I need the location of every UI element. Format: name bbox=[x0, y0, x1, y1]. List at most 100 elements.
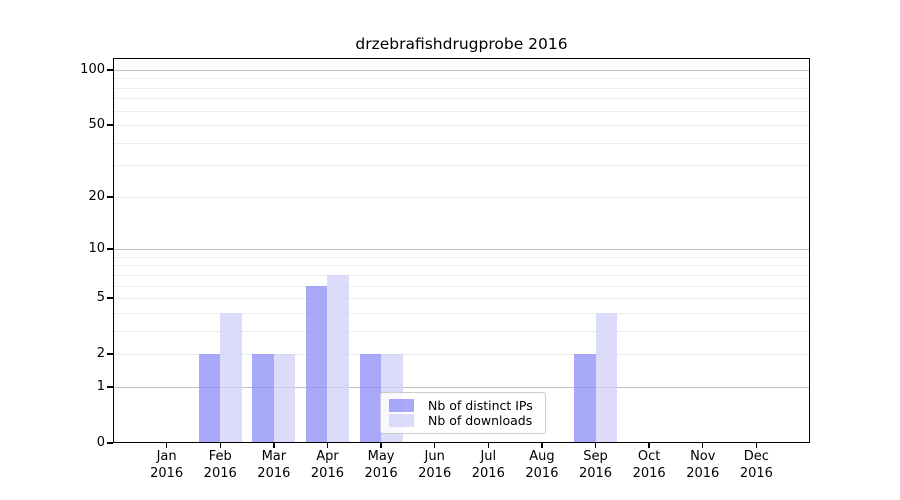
gridline-major bbox=[113, 386, 810, 388]
x-tick bbox=[702, 443, 704, 448]
x-tick-label-line: Dec bbox=[743, 449, 769, 464]
y-tick-label: 0 bbox=[96, 435, 105, 450]
gridline-minor bbox=[113, 265, 810, 267]
x-tick-label-line: 2016 bbox=[257, 465, 291, 481]
x-tick-label: Jul 2016 bbox=[456, 449, 520, 482]
x-tick-label-line: Jul bbox=[480, 449, 497, 464]
x-tick-label-line: 2016 bbox=[364, 465, 398, 481]
bar-distinct-ips-mar bbox=[252, 354, 274, 443]
x-tick-label-line: 2016 bbox=[310, 465, 344, 481]
x-tick bbox=[594, 443, 597, 448]
y-tick bbox=[106, 124, 113, 126]
x-tick bbox=[326, 443, 329, 448]
bar-distinct-ips-apr bbox=[305, 285, 328, 443]
x-tick-label-line: 2016 bbox=[578, 465, 613, 481]
x-tick-label-line: 2016 bbox=[632, 465, 666, 481]
x-tick-label-line: Mar bbox=[261, 449, 287, 464]
x-tick bbox=[648, 443, 650, 448]
x-tick-label-line: 2016 bbox=[471, 465, 505, 481]
x-tick-label-line: 2016 bbox=[525, 465, 559, 481]
y-tick bbox=[106, 196, 113, 198]
gridline-major bbox=[113, 69, 810, 71]
bar-downloads-sep bbox=[595, 312, 618, 443]
x-tick-label-line: Apr bbox=[316, 449, 339, 464]
x-tick bbox=[487, 443, 489, 448]
gridline-major bbox=[113, 249, 810, 251]
bar-distinct-ips-sep bbox=[574, 354, 596, 443]
x-tick-label-line: Feb bbox=[208, 449, 232, 464]
gridline-minor bbox=[113, 142, 810, 144]
gridline-minor bbox=[113, 285, 810, 287]
x-tick-label: Oct 2016 bbox=[617, 449, 681, 482]
x-tick-label: Dec 2016 bbox=[724, 449, 788, 482]
bar-downloads-feb bbox=[220, 312, 242, 443]
y-tick-label: 10 bbox=[88, 241, 105, 257]
x-tick-label: Feb 2016 bbox=[188, 449, 252, 482]
legend-swatch-downloads bbox=[389, 414, 414, 428]
gridline-minor bbox=[113, 110, 810, 112]
x-tick-label-line: 2016 bbox=[686, 465, 720, 481]
y-tick bbox=[106, 69, 113, 71]
gridline-minor bbox=[113, 165, 810, 167]
x-tick bbox=[755, 443, 758, 448]
x-tick-label: Apr 2016 bbox=[295, 449, 359, 482]
gridline-minor bbox=[113, 298, 810, 300]
bar-distinct-ips-feb bbox=[198, 354, 221, 443]
gridline-minor bbox=[113, 312, 810, 314]
bar-downloads-apr bbox=[327, 274, 349, 443]
x-tick-label: Sep 2016 bbox=[564, 449, 628, 482]
x-tick-label-line: 2016 bbox=[150, 465, 184, 481]
legend-swatch-distinct-ips bbox=[389, 398, 414, 412]
x-tick-label: Aug 2016 bbox=[510, 449, 574, 482]
gridline-minor bbox=[113, 98, 810, 100]
y-tick-label: 100 bbox=[80, 61, 105, 77]
x-tick-label-line: May bbox=[367, 449, 395, 464]
y-tick-label: 2 bbox=[96, 346, 105, 362]
legend: Nb of distinct IPs Nb of downloads bbox=[380, 392, 546, 434]
x-tick bbox=[380, 443, 382, 448]
gridline-minor bbox=[113, 330, 810, 332]
gridline-minor bbox=[113, 125, 810, 127]
x-tick-label-line: Nov bbox=[690, 449, 716, 464]
gridline-minor bbox=[113, 87, 810, 89]
x-tick bbox=[219, 443, 221, 448]
legend-item-distinct-ips: Nb of distinct IPs bbox=[389, 398, 537, 413]
x-tick-label-line: Aug bbox=[529, 449, 555, 464]
y-tick-label: 20 bbox=[88, 188, 105, 204]
bar-downloads-mar bbox=[273, 354, 296, 443]
x-tick-label: Mar 2016 bbox=[242, 449, 306, 482]
x-tick-label-line: Oct bbox=[637, 449, 661, 464]
x-tick-label: Jun 2016 bbox=[403, 449, 467, 482]
x-tick-label: Nov 2016 bbox=[671, 449, 735, 482]
x-tick-label-line: Sep bbox=[583, 449, 608, 464]
x-tick bbox=[433, 443, 436, 448]
x-tick-label-line: 2016 bbox=[418, 465, 452, 481]
gridline-minor bbox=[113, 274, 810, 276]
x-tick bbox=[541, 443, 543, 448]
gridline-minor bbox=[113, 354, 810, 356]
gridline-minor bbox=[113, 78, 810, 80]
y-tick-label: 5 bbox=[96, 290, 105, 306]
legend-label-downloads: Nb of downloads bbox=[428, 413, 533, 429]
x-tick-label-line: 2016 bbox=[203, 465, 237, 481]
x-tick-label: Jan 2016 bbox=[135, 449, 199, 482]
y-tick bbox=[106, 248, 113, 250]
x-tick-label-line: Jun bbox=[424, 449, 445, 464]
x-tick-label: May 2016 bbox=[349, 449, 413, 482]
y-tick bbox=[106, 297, 113, 299]
y-tick-label: 1 bbox=[96, 378, 105, 394]
y-tick bbox=[106, 353, 113, 355]
y-tick bbox=[106, 442, 113, 444]
y-tick bbox=[106, 386, 113, 388]
bar-distinct-ips-may bbox=[359, 354, 382, 443]
x-tick-label-line: Jan bbox=[156, 449, 177, 464]
x-tick bbox=[273, 443, 275, 448]
gridline-minor bbox=[113, 196, 810, 198]
plot-area: Nb of distinct IPs Nb of downloads bbox=[113, 58, 810, 443]
legend-label-distinct-ips: Nb of distinct IPs bbox=[428, 397, 533, 413]
x-tick-label-line: 2016 bbox=[739, 465, 773, 481]
y-tick-label: 50 bbox=[88, 117, 105, 133]
x-tick bbox=[165, 443, 168, 448]
legend-item-downloads: Nb of downloads bbox=[389, 413, 537, 428]
